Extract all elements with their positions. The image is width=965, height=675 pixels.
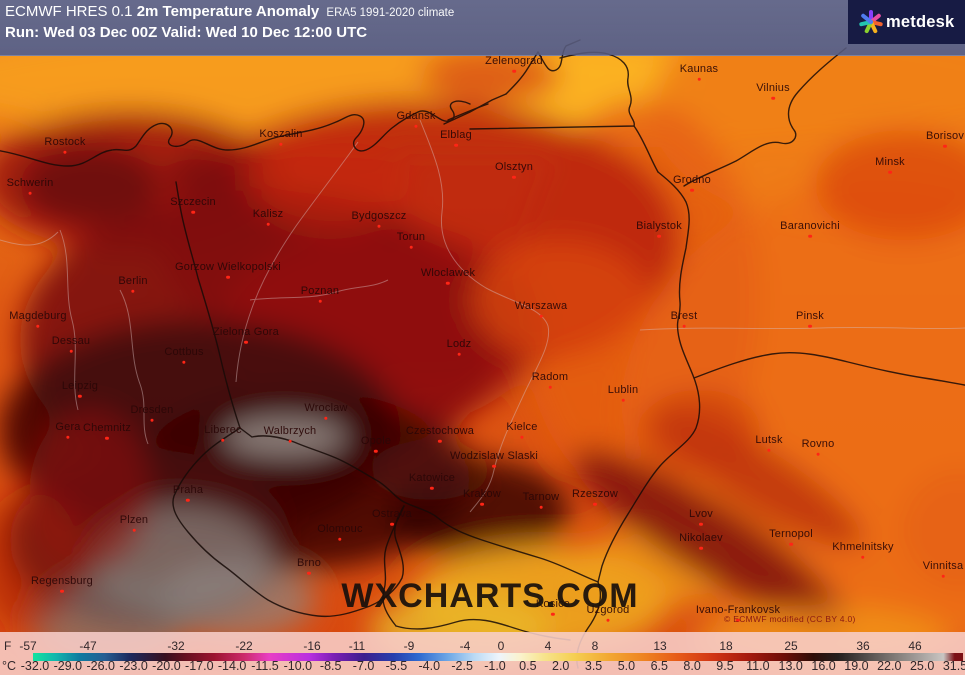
celsius-unit-label: °C (2, 659, 17, 673)
hel-spit (447, 103, 489, 121)
celsius-tick: 19.0 (844, 659, 869, 673)
watermark: WXCHARTS.COM (341, 577, 639, 615)
fahrenheit-tick: -47 (79, 639, 97, 653)
celsius-tick: -1.0 (484, 659, 506, 673)
fahrenheit-tick: 8 (591, 639, 599, 653)
fahrenheit-tick: 13 (653, 639, 667, 653)
celsius-tick: -5.5 (385, 659, 408, 673)
fahrenheit-tick: -9 (403, 639, 415, 653)
metdesk-logo: metdesk (848, 0, 965, 44)
kaliningrad-coast (505, 51, 539, 95)
celsius-tick: -17.0 (185, 659, 214, 673)
fahrenheit-unit-label: F (4, 639, 12, 653)
celsius-tick: 3.5 (584, 659, 603, 673)
fahrenheit-tick: -4 (459, 639, 471, 653)
fahrenheit-tick: -11 (348, 639, 366, 653)
celsius-tick: 31.5 (942, 659, 965, 673)
belarus-ukraine-border (693, 352, 965, 386)
temperature-scale-bar: F °C -57 -47 -32 -22 -16 -11 -9 -4 0 4 8 13 18 25 36 46… (0, 632, 965, 675)
celsius-tick: -23.0 (119, 659, 148, 673)
metdesk-asterisk-icon (859, 10, 883, 34)
celsius-tick: 16.0 (811, 659, 836, 673)
celsius-tick: 25.0 (909, 659, 935, 673)
title-bar: ECMWF HRES 0.1 2m Temperature Anomaly ER… (0, 0, 965, 55)
poland-east-border (597, 171, 701, 583)
fahrenheit-tick: -32 (167, 639, 185, 653)
baltic-coastline (0, 100, 471, 167)
czech-slovakia-border (382, 505, 405, 627)
chart-title: ECMWF HRES 0.1 2m Temperature Anomaly ER… (5, 2, 965, 23)
metdesk-wordmark: metdesk (886, 12, 955, 31)
fahrenheit-tick: -57 (19, 639, 37, 653)
fahrenheit-tick: 4 (544, 639, 552, 653)
attribution-text: © ECMWF modified (CC BY 4.0) (724, 614, 856, 624)
celsius-tick: -11.5 (251, 659, 279, 673)
fahrenheit-tick: -22 (235, 639, 253, 653)
czech-border (172, 427, 405, 618)
celsius-tick: -32.0 (20, 659, 50, 673)
celsius-tick: -7.0 (352, 659, 375, 673)
celsius-tick: 9.5 (716, 659, 734, 673)
celsius-tick: -2.5 (451, 659, 473, 673)
poland-west-border (175, 181, 241, 429)
celsius-tick: 8.0 (683, 659, 701, 673)
model-name: ECMWF HRES 0.1 (5, 3, 133, 20)
country-borders (0, 39, 965, 669)
lithuania-belarus-border (683, 47, 847, 187)
run-valid-line: Run: Wed 03 Dec 00Z Valid: Wed 10 Dec 12… (5, 24, 368, 41)
vistula-spit (443, 93, 507, 125)
celsius-tick: 11.0 (746, 659, 770, 673)
fahrenheit-tick: 36 (856, 639, 870, 653)
fahrenheit-tick: 0 (497, 639, 505, 653)
celsius-tick: -20.0 (152, 659, 181, 673)
fahrenheit-tick: -16 (303, 639, 321, 653)
fahrenheit-tick: 46 (908, 639, 922, 653)
celsius-tick: 2.0 (552, 659, 570, 673)
celsius-tick: 0.5 (519, 659, 537, 673)
poland-south-border (239, 427, 599, 583)
fahrenheit-tick: 18 (719, 639, 733, 653)
colorbar-gradient (33, 653, 963, 661)
celsius-tick: -26.0 (86, 659, 115, 673)
celsius-tick: -14.0 (217, 659, 247, 673)
celsius-tick: 13.0 (778, 659, 803, 673)
climate-baseline: ERA5 1991-2020 climate (326, 7, 455, 19)
celsius-tick: 5.0 (617, 659, 636, 673)
product-name: 2m Temperature Anomaly (136, 3, 320, 20)
lithuania-border (633, 125, 659, 173)
celsius-tick: 6.5 (650, 659, 668, 673)
celsius-tick: 22.0 (877, 659, 902, 673)
celsius-tick: -10.0 (283, 659, 313, 673)
fahrenheit-tick: 25 (784, 639, 798, 653)
celsius-tick: -29.0 (53, 659, 83, 673)
celsius-tick: -4.0 (418, 659, 441, 673)
celsius-tick: -8.5 (319, 659, 342, 673)
